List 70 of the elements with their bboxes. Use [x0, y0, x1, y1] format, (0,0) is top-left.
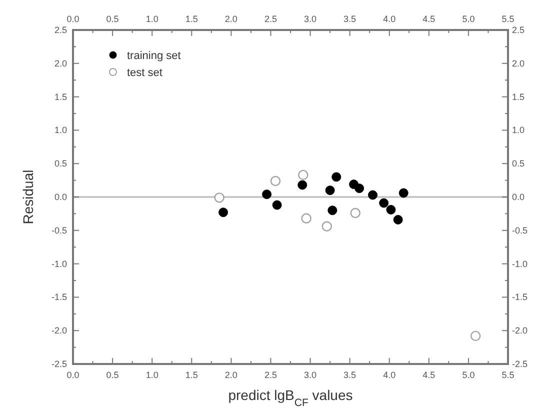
y-tick-label: 1.0	[54, 125, 67, 136]
y-tick-label: -2.0	[51, 326, 67, 336]
point	[328, 206, 338, 216]
y2-tick-label: 1.0	[512, 125, 525, 136]
point	[301, 213, 312, 224]
point	[325, 186, 335, 196]
y-tick-label: -1.5	[51, 292, 67, 302]
point	[298, 170, 308, 180]
x2-tick-label: 0.0	[66, 370, 80, 380]
y-axis-title: Residual	[20, 170, 36, 224]
y2-tick-label: 2.5	[512, 25, 525, 35]
x-tick-label: 0.0	[66, 14, 80, 24]
x2-tick-label: 4.0	[383, 370, 396, 380]
y2-tick-label: 2.0	[512, 58, 525, 68]
y-tick-label: 1.5	[54, 92, 67, 102]
x-tick-label: 4.5	[422, 14, 436, 24]
x-axis-title: predict lgB$_{CF}$ values	[228, 387, 353, 409]
y-tick-label: -0.5	[51, 225, 67, 236]
x2-tick-label: 4.5	[422, 370, 436, 380]
x-tick-label: 5.5	[502, 14, 514, 24]
point	[262, 190, 272, 200]
y-tick-label: 0.5	[54, 158, 67, 169]
x-tick-label: 1.0	[146, 14, 158, 24]
y-tick-label: -1.0	[51, 258, 67, 269]
point	[298, 180, 308, 190]
x-tick-label: 2.0	[224, 14, 238, 24]
point	[350, 208, 360, 218]
point	[332, 172, 342, 182]
point	[386, 204, 396, 214]
point	[214, 192, 224, 203]
point	[322, 221, 332, 232]
y-tick-label: -2.5	[51, 359, 67, 369]
point	[379, 198, 389, 208]
legend-label: training set	[127, 50, 181, 62]
x-tick-label: 2.5	[264, 14, 277, 24]
point	[272, 200, 282, 210]
x2-tick-label: 3.5	[344, 370, 356, 380]
x2-tick-label: 2.0	[224, 370, 238, 380]
x-tick-label: 3.0	[304, 14, 317, 24]
x2-tick-label: 5.0	[462, 370, 475, 380]
point	[398, 188, 408, 198]
x-tick-label: 5.0	[462, 14, 475, 24]
x-tick-label: 0.5	[106, 14, 119, 24]
x-tick-label: 4.0	[383, 14, 396, 24]
point	[368, 190, 378, 200]
y2-tick-label: 0.5	[512, 158, 525, 169]
x2-tick-label: 3.0	[304, 370, 317, 380]
point	[218, 208, 228, 218]
x2-tick-label: 1.0	[146, 370, 158, 380]
y2-tick-label: 1.5	[512, 92, 525, 102]
point	[393, 214, 403, 224]
x2-tick-label: 2.5	[264, 370, 277, 380]
x-tick-label: 1.5	[185, 14, 198, 24]
x2-tick-label: 5.5	[502, 370, 514, 380]
legend-label: test set	[127, 67, 162, 79]
x2-tick-label: 0.5	[106, 370, 119, 380]
point	[470, 330, 481, 342]
y2-tick-label: -1.5	[512, 292, 528, 302]
y-tick-label: 2.0	[54, 58, 67, 68]
y2-tick-label: 0.0	[512, 192, 525, 202]
point	[270, 176, 281, 186]
y-tick-label: 0.0	[54, 192, 67, 202]
y-tick-label: 2.5	[54, 25, 67, 35]
y2-tick-label: -2.0	[512, 326, 528, 336]
y2-tick-label: -0.5	[512, 225, 528, 236]
point	[354, 184, 364, 194]
x-tick-label: 3.5	[344, 14, 356, 24]
y2-tick-label: -1.0	[512, 258, 528, 269]
x2-tick-label: 1.5	[185, 370, 198, 380]
y2-tick-label: -2.5	[512, 359, 528, 369]
